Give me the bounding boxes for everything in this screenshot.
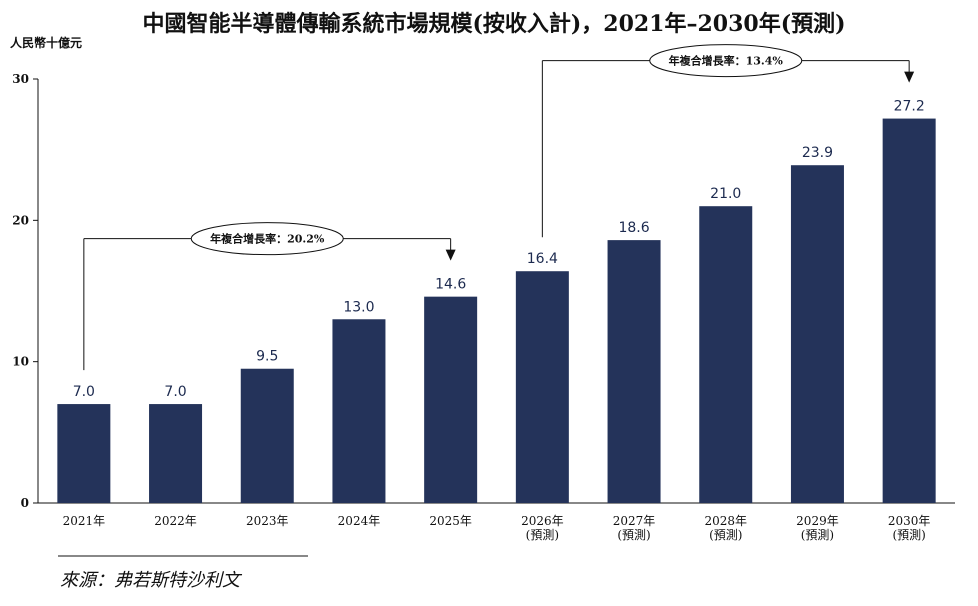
cagr-label: 年複合增長率：13.4% <box>669 54 784 68</box>
y-tick-label: 30 <box>12 72 29 86</box>
bar-value-label: 16.4 <box>527 251 558 267</box>
x-tick-label: 2028年 <box>704 514 747 528</box>
x-tick-label: 2025年 <box>429 514 472 528</box>
x-tick-label: 2021年 <box>63 514 106 528</box>
y-tick-label: 10 <box>12 355 29 369</box>
bar <box>240 368 294 503</box>
chart-title: 中國智能半導體傳輸系統市場規模(按收入計)，2021年–2030年(預測) <box>142 11 845 37</box>
x-tick-label: 2030年 <box>888 514 931 528</box>
cagr-ellipse <box>190 222 344 256</box>
x-tick-label: 2026年 <box>521 514 564 528</box>
y-ticks: 0 10 20 30 <box>12 72 38 510</box>
bar <box>515 271 569 503</box>
x-tick-label: (預測) <box>526 528 559 542</box>
cagr-arrow-head <box>445 249 456 261</box>
y-tick-label: 20 <box>12 213 29 227</box>
cagr-arrow-head <box>904 71 915 83</box>
x-tick-label: 2029年 <box>796 514 839 528</box>
bar-value-label: 23.9 <box>802 145 833 161</box>
x-tick-label: 2024年 <box>338 514 381 528</box>
bar-value-label: 14.6 <box>435 277 466 293</box>
bar <box>424 296 478 503</box>
cagr-label: 年複合增長率：20.2% <box>210 232 325 246</box>
bars <box>57 118 936 504</box>
y-axis-label: 人民幣十億元 <box>10 35 82 50</box>
bar-value-label: 7.0 <box>73 384 95 400</box>
x-tick-label: (預測) <box>709 528 742 542</box>
bar <box>57 404 111 503</box>
x-tick-label: (預測) <box>892 528 925 542</box>
bar-value-label: 13.0 <box>343 299 374 315</box>
x-labels: 2021年 2022年 2023年 2024年 2025年 2026年(預測)2027年(… <box>63 514 931 542</box>
x-tick-label: 2023年 <box>246 514 289 528</box>
bar <box>699 206 753 503</box>
source-text: 來源：弗若斯特沙利文 <box>60 570 243 591</box>
annotations: 年複合增長率：20.2% 年複合增長率：13.4% <box>83 44 915 371</box>
bar-value-label: 7.0 <box>164 384 186 400</box>
value-labels: 7.0 7.0 9.5 13.0 14.6 16.4 18.6 21.0 23.9 27.2 <box>73 99 925 400</box>
bar <box>332 319 386 503</box>
bar-value-label: 9.5 <box>256 349 278 365</box>
bar-value-label: 27.2 <box>894 99 925 115</box>
bar <box>607 240 661 503</box>
x-tick-label: 2027年 <box>613 514 656 528</box>
bar-value-label: 18.6 <box>618 220 649 236</box>
x-tick-label: 2022年 <box>154 514 197 528</box>
x-tick-label: (預測) <box>801 528 834 542</box>
bar <box>790 165 844 504</box>
cagr-ellipse <box>649 44 803 78</box>
x-tick-label: (預測) <box>617 528 650 542</box>
bar <box>882 118 936 503</box>
bar <box>149 404 203 503</box>
y-tick-label: 0 <box>21 496 29 510</box>
bar-value-label: 21.0 <box>710 186 741 202</box>
